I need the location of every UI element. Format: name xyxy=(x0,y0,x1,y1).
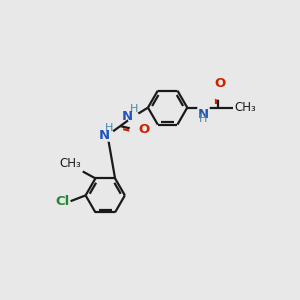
Text: H: H xyxy=(104,123,113,133)
Text: H: H xyxy=(130,104,138,114)
Text: N: N xyxy=(122,110,133,123)
Text: Cl: Cl xyxy=(55,195,69,208)
Text: H: H xyxy=(199,114,208,124)
Text: N: N xyxy=(198,108,209,121)
Text: O: O xyxy=(214,77,225,90)
Text: CH₃: CH₃ xyxy=(235,101,256,114)
Text: O: O xyxy=(139,123,150,136)
Text: N: N xyxy=(99,129,110,142)
Text: CH₃: CH₃ xyxy=(60,157,82,170)
